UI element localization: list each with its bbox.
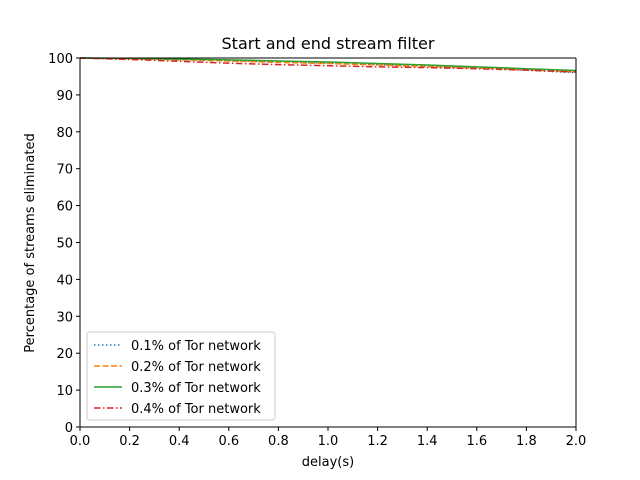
series-line-3 xyxy=(79,57,577,72)
y-tick-label: 10 xyxy=(56,384,73,399)
x-tick-label: 0.4 xyxy=(169,434,190,449)
x-tick-label: 0.8 xyxy=(268,434,289,449)
legend-label-3: 0.3% of Tor network xyxy=(131,381,261,396)
x-tick-label: 0.0 xyxy=(70,434,91,449)
chart-title: Start and end stream filter xyxy=(222,34,435,53)
y-axis-label: Percentage of streams eliminated xyxy=(23,133,38,352)
x-tick-label: 1.4 xyxy=(417,434,438,449)
y-tick-label: 40 xyxy=(56,273,73,288)
x-tick-label: 0.2 xyxy=(119,434,140,449)
y-tick-label: 90 xyxy=(56,89,73,104)
legend: 0.1% of Tor network 0.2% of Tor network 0.… xyxy=(86,331,276,421)
y-ticks: 0 10 20 30 40 50 60 70 80 90 100 xyxy=(48,52,80,436)
y-tick-label: 60 xyxy=(56,200,73,215)
legend-label-2: 0.2% of Tor network xyxy=(131,360,261,375)
series-layer xyxy=(79,57,577,74)
x-tick-label: 1.6 xyxy=(466,434,487,449)
legend-label-1: 0.1% of Tor network xyxy=(131,339,261,354)
y-tick-label: 20 xyxy=(56,347,73,362)
x-tick-label: 2.0 xyxy=(566,434,587,449)
legend-label-4: 0.4% of Tor network xyxy=(131,402,261,417)
series-line-4 xyxy=(79,57,577,73)
legend-items: 0.1% of Tor network 0.2% of Tor network 0.… xyxy=(94,339,261,417)
x-ticks: 0.0 0.2 0.4 0.6 0.8 1.0 1.2 1.4 1.6 1.8 2.0 xyxy=(70,427,587,449)
y-tick-label: 80 xyxy=(56,126,73,141)
y-tick-label: 0 xyxy=(65,421,73,436)
y-tick-label: 30 xyxy=(56,310,73,325)
x-axis-label: delay(s) xyxy=(302,455,354,470)
x-tick-label: 1.0 xyxy=(318,434,339,449)
legend-box xyxy=(86,331,276,421)
x-tick-label: 0.6 xyxy=(218,434,239,449)
x-tick-label: 1.2 xyxy=(367,434,388,449)
y-tick-label: 70 xyxy=(56,163,73,178)
y-tick-label: 100 xyxy=(48,52,73,67)
x-tick-label: 1.8 xyxy=(516,434,537,449)
y-tick-label: 50 xyxy=(56,237,73,252)
